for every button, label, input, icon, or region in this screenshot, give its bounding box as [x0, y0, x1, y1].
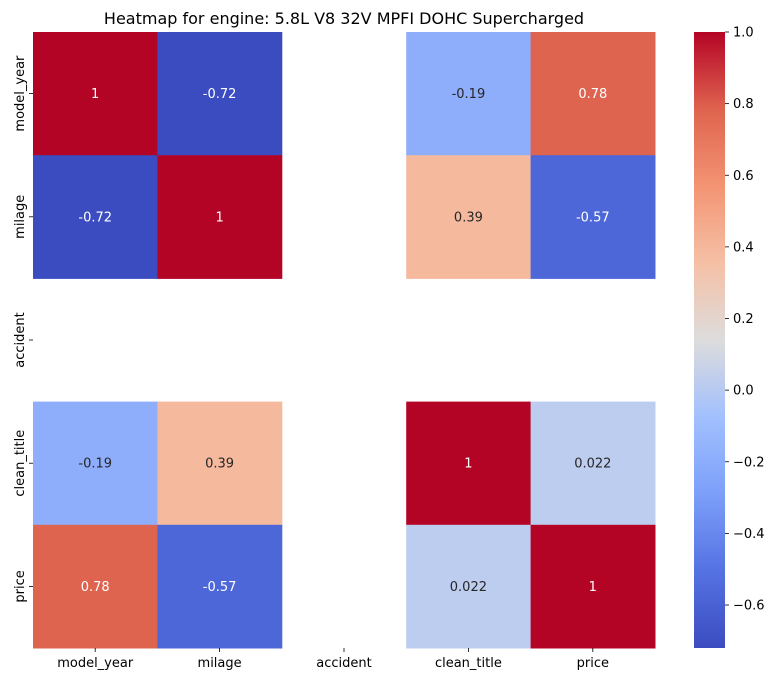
y-tick-label: milage [13, 195, 28, 239]
cell-annotation: -0.19 [78, 457, 112, 472]
heatmap-cell [530, 524, 656, 649]
cell-annotation: 0.78 [81, 580, 110, 595]
cell-annotation: 0.39 [454, 210, 483, 225]
cell-annotation: -0.57 [576, 210, 610, 225]
colorbar: 1.0 0.8 0.6 0.4 0.2 0.0 −0.2 −0.4 −0.6 [694, 26, 765, 648]
y-tick-label: price [13, 570, 28, 602]
cell-annotation: 0.39 [205, 457, 234, 472]
x-tick-label: accident [316, 656, 371, 671]
heatmap-cell [406, 401, 532, 526]
cell-annotation: 1 [464, 457, 472, 472]
heatmap-cell [530, 155, 656, 279]
cell-annotation: 0.78 [578, 87, 607, 102]
colorbar-tick-label: −0.4 [733, 527, 765, 542]
colorbar-tick-label: 0.2 [733, 312, 754, 327]
heatmap-cell [406, 524, 532, 649]
heatmap-cell [157, 155, 283, 279]
heatmap-cell [33, 155, 158, 279]
colorbar-tick-label: 1.0 [733, 26, 754, 41]
heatmap-cell [33, 32, 158, 156]
cell-annotation: -0.19 [452, 87, 486, 102]
cell-annotation: 0.022 [450, 580, 487, 595]
y-tick-label: clean_title [13, 430, 28, 497]
colorbar-tick-label: −0.6 [733, 599, 765, 614]
x-tick-label: clean_title [435, 656, 502, 671]
y-tick-label: accident [13, 312, 28, 367]
heatmap-cell [157, 401, 283, 526]
colorbar-tick-label: 0.0 [733, 384, 754, 399]
heatmap-cell [530, 32, 656, 156]
heatmap-cell [406, 32, 532, 156]
heatmap-cell [157, 32, 283, 156]
chart-title: Heatmap for engine: 5.8L V8 32V MPFI DOH… [104, 9, 584, 28]
colorbar-gradient [694, 32, 725, 648]
y-tick-label: model_year [13, 55, 28, 132]
x-tick-label: price [577, 656, 609, 671]
cell-annotation: -0.72 [78, 210, 112, 225]
cell-annotation: -0.72 [203, 87, 237, 102]
heatmap-cell [33, 401, 158, 526]
colorbar-tick-label: 0.4 [733, 240, 754, 255]
x-axis: model_year milage accident clean_title price [57, 648, 609, 671]
heatmap-cell [157, 524, 283, 649]
x-tick-label: milage [198, 656, 242, 671]
heatmap-cells [33, 32, 656, 649]
cell-annotation: -0.57 [203, 580, 237, 595]
x-tick-label: model_year [57, 656, 134, 671]
cell-annotation: 1 [589, 580, 597, 595]
heatmap-annotations: 1 -0.72 -0.19 0.78 -0.72 1 0.39 -0.57 -0.19 0.39 1… [78, 87, 611, 595]
cell-annotation: 1 [91, 87, 99, 102]
colorbar-tick-label: 0.6 [733, 169, 754, 184]
cell-annotation: 0.022 [574, 457, 611, 472]
cell-annotation: 1 [215, 210, 223, 225]
colorbar-tick-label: 0.8 [733, 97, 754, 112]
heatmap-cell [33, 524, 158, 649]
heatmap-cell [530, 401, 656, 526]
heatmap-cell [406, 155, 532, 279]
colorbar-tick-label: −0.2 [733, 455, 765, 470]
